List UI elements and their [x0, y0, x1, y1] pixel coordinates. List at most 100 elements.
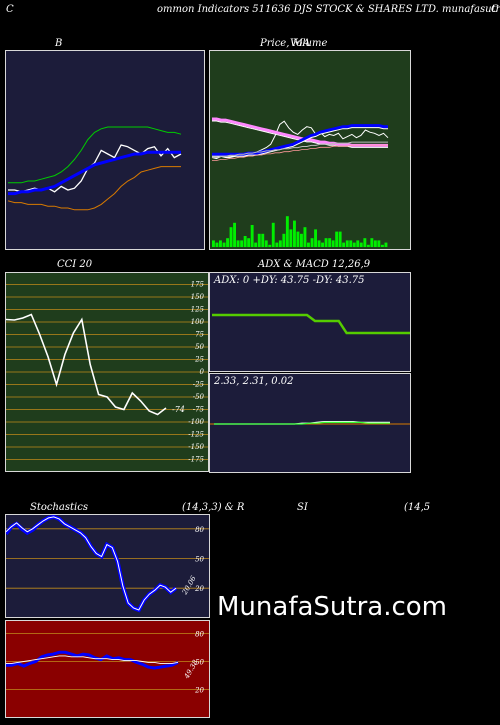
volume-bar — [331, 240, 335, 247]
volume-bar — [377, 240, 381, 247]
volume-bar — [370, 238, 374, 247]
header-left-letter: C — [6, 4, 14, 15]
bollinger-series-3 — [7, 166, 181, 211]
volume-bar — [352, 242, 356, 247]
cci-tick-label: 75 — [195, 331, 204, 339]
cci-panel: 175 150 125 100 75 50 25 0 -25 -50 -75 -100 -125 -150… — [5, 272, 209, 472]
bollinger-series-1 — [8, 150, 181, 196]
rsi-panel: 80 50 20 49.38 — [5, 620, 210, 718]
price-series-2-edge — [212, 127, 388, 157]
cci-tick-label: 175 — [191, 281, 205, 289]
stochastics-d-line — [6, 516, 177, 611]
bollinger-panel — [5, 50, 205, 250]
stochastics-title: Stochastics — [30, 502, 88, 513]
rsi-title: SI — [297, 502, 308, 513]
stochastics-tick-label: 20 — [194, 585, 204, 593]
volume-bar — [261, 233, 265, 247]
volume-bar — [321, 242, 324, 247]
cci-title: CCI 20 — [57, 259, 93, 270]
adx-values-label: ADX: 0 +DY: 43.75 -DY: 43.75 — [214, 275, 365, 286]
volume-bar — [229, 227, 233, 247]
volume-bar — [335, 231, 339, 247]
page-title: ommon Indicators 511636 DJS STOCK & SHAR… — [157, 4, 500, 15]
volume-bar — [345, 240, 349, 247]
cci-tick-label: -100 — [188, 418, 204, 426]
macd-chart — [210, 420, 410, 425]
volume-bar — [359, 242, 363, 247]
volume-bar — [303, 227, 307, 247]
cci-tick-label: 150 — [191, 293, 205, 301]
cci-tick-label: -150 — [188, 443, 204, 451]
volume-bar — [219, 240, 222, 247]
cci-tick-label: 125 — [191, 306, 205, 314]
cci-tick-label: 100 — [191, 318, 205, 326]
volume-bar — [233, 222, 236, 247]
rsi-params: (14,5 — [404, 502, 431, 513]
volume-bar — [240, 240, 244, 247]
cci-tick-label: 25 — [194, 356, 204, 364]
volume-bar — [381, 244, 384, 247]
volume-bar — [324, 238, 328, 247]
adx-line — [212, 313, 410, 335]
stochastics-panel: 80 50 20 20.06 — [5, 514, 210, 618]
cci-tick-label: -175 — [188, 456, 204, 464]
volume-bar — [264, 240, 268, 247]
rsi-tick-label: 50 — [195, 659, 204, 667]
cci-chart: 175 150 125 100 75 50 25 0 -25 -50 -75 -100 -125 -150… — [6, 281, 208, 464]
volume-bar — [285, 216, 289, 247]
macd-series-1 — [214, 421, 390, 425]
volume-bar — [243, 236, 247, 247]
cci-tick-label: -75 — [193, 406, 205, 414]
header-right-letter: C — [491, 4, 499, 15]
volume-bar — [310, 238, 314, 247]
bollinger-series-2 — [8, 126, 182, 184]
stochastics-tick-label: 50 — [195, 556, 204, 564]
volume-bar — [257, 233, 261, 247]
rsi-tick-label: 20 — [194, 686, 204, 694]
price-ma-chart — [211, 117, 389, 247]
cci-tick-label: 0 — [200, 368, 205, 376]
stochastics-tick-label: 80 — [195, 526, 204, 534]
volume-bar — [215, 242, 219, 247]
stochastics-k-line — [6, 515, 178, 613]
watermark: MunafaSutra.com — [217, 592, 448, 622]
volume-bar — [296, 231, 300, 247]
volume-bar — [342, 242, 346, 247]
price-ma-panel — [209, 50, 411, 250]
volume-bar — [328, 238, 332, 247]
volume-bar — [363, 238, 367, 247]
rsi-tick-label: 80 — [195, 631, 204, 639]
rsi-average-line — [6, 655, 179, 664]
volume-bar — [278, 240, 282, 247]
cci-last-value: -74 — [172, 405, 185, 414]
adx-panel: ADX: 0 +DY: 43.75 -DY: 43.75 — [209, 272, 411, 372]
volume-bar — [275, 242, 279, 247]
price-series-3 — [212, 141, 388, 158]
cci-tick-label: -25 — [193, 381, 205, 389]
volume-bar — [356, 240, 360, 247]
cci-line — [6, 313, 167, 416]
macd-values-label: 2.33, 2.31, 0.02 — [214, 376, 294, 387]
macd-panel: 2.33, 2.31, 0.02 — [209, 373, 411, 473]
volume-bar — [349, 240, 353, 247]
volume-bar — [317, 240, 321, 247]
cci-tick-label: -50 — [193, 393, 205, 401]
volume-bar — [250, 225, 254, 247]
stochastics-params: (14,3,3) & R — [182, 502, 245, 513]
volume-bar — [247, 238, 251, 247]
volume-bar — [300, 233, 303, 247]
volume-bar — [222, 242, 226, 247]
volume-bar — [226, 238, 229, 247]
volume-bar — [289, 229, 293, 247]
volume-bar — [236, 240, 240, 247]
volume-bar — [293, 220, 296, 247]
cci-tick-label: 50 — [195, 343, 204, 351]
adx-macd-title: ADX & MACD 12,26,9 — [258, 259, 371, 270]
adx-chart — [212, 313, 410, 335]
bollinger-title: B — [55, 38, 63, 49]
volume-bar — [254, 242, 258, 247]
volume-title: Volume — [290, 38, 328, 49]
volume-bar — [268, 244, 272, 247]
